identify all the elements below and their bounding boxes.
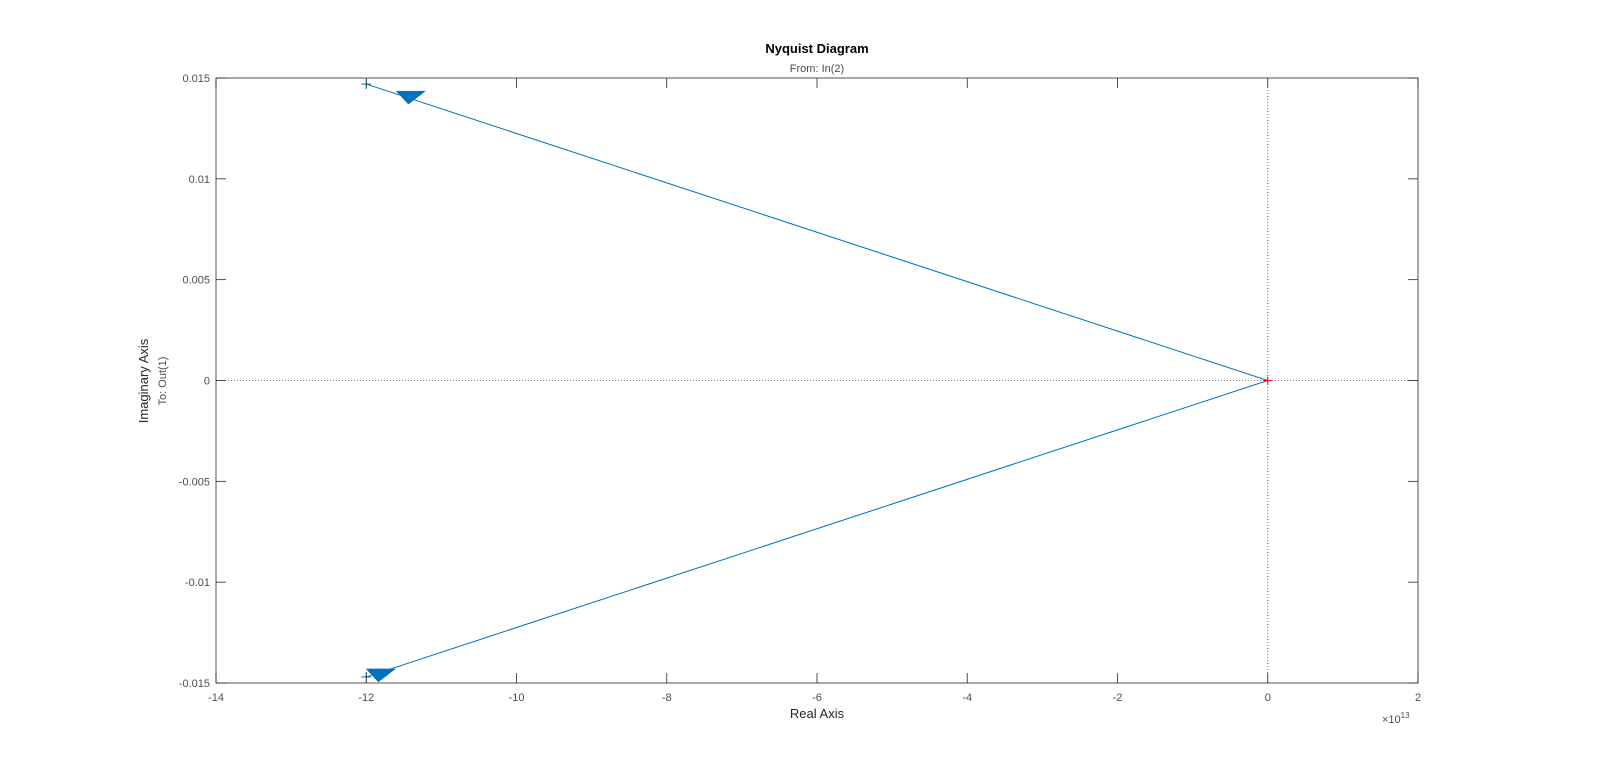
- x-tick-label: -14: [208, 692, 224, 704]
- y-tick-label: -0.01: [185, 577, 210, 589]
- x-tick-label: -4: [962, 692, 972, 704]
- x-tick-label: 0: [1265, 692, 1271, 704]
- x-tick-label: -10: [509, 692, 525, 704]
- direction-arrows: [365, 90, 427, 683]
- x-exponent-base: ×10: [1382, 714, 1401, 726]
- chart-subtitle: From: In(2): [790, 63, 844, 75]
- y-tick-label: 0.005: [182, 275, 210, 287]
- direction-arrow-1: [365, 668, 397, 683]
- y-tick-label: -0.005: [179, 476, 210, 488]
- y-tick-label: 0.015: [182, 73, 210, 85]
- x-tick-label: -2: [1113, 692, 1123, 704]
- x-tick-label: -6: [812, 692, 822, 704]
- x-ticks: -14 -12 -10 -8 -6 -4 -2 0 2: [208, 78, 1421, 704]
- y-tick-label: -0.015: [179, 678, 210, 690]
- x-exponent-label: ×1013: [1382, 711, 1410, 726]
- y-axis-sublabel: To: Out(1): [157, 357, 169, 406]
- y-axis-label: Imaginary Axis: [136, 338, 151, 423]
- y-ticks: 0.015 0.01 0.005 0 -0.005 -0.01 -0.015: [179, 73, 1418, 690]
- zero-lines: [216, 78, 1418, 683]
- x-tick-label: -12: [358, 692, 374, 704]
- critical-point: [1263, 376, 1272, 385]
- chart-title: Nyquist Diagram: [765, 41, 868, 56]
- x-tick-label: 2: [1415, 692, 1421, 704]
- x-tick-label: -8: [662, 692, 672, 704]
- y-tick-label: 0.01: [189, 174, 210, 186]
- y-tick-label: 0: [204, 376, 210, 388]
- x-exponent-power: 13: [1401, 711, 1410, 720]
- x-axis-label: Real Axis: [790, 706, 845, 721]
- direction-arrow-0: [395, 90, 427, 105]
